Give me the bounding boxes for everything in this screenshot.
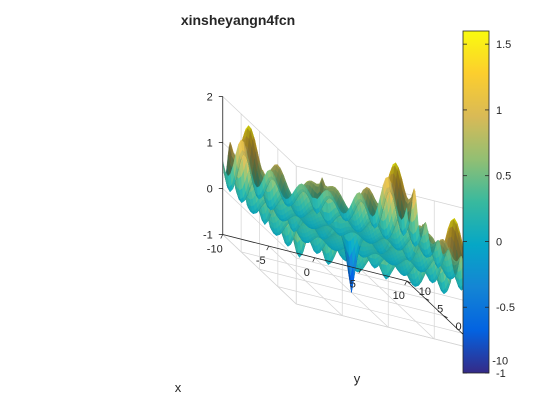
colorbar-tick-label: 1.5: [496, 39, 511, 51]
grid-line: [296, 257, 481, 305]
x-axis-label: x: [175, 380, 182, 395]
grid-line: [360, 269, 435, 340]
y-tick-label: 5: [437, 303, 443, 315]
x-tick-label: 5: [350, 278, 356, 290]
z-tick-label: 2: [207, 92, 213, 104]
y-axis-label: y: [354, 371, 361, 386]
colorbar-tick-label: -0.5: [496, 302, 515, 314]
colorbar-gradient: [462, 30, 490, 374]
y-tick-label: 10: [419, 286, 431, 298]
x-tick-label: -5: [256, 255, 266, 267]
x-tick-mark: [266, 245, 270, 251]
z-tick-label: 1: [207, 138, 213, 150]
grid-line: [222, 234, 297, 305]
grid-line: [222, 96, 297, 167]
grid-line: [296, 303, 481, 351]
z-tick-label: 0: [207, 184, 213, 196]
x-tick-mark: [312, 257, 316, 262]
chart-title: xinsheyangn4fcn: [181, 12, 295, 28]
surface-patch: [222, 161, 227, 183]
colorbar-tick-label: 1: [496, 105, 502, 117]
z-tick-label: -1: [203, 230, 213, 242]
colorbar-tick-label: 0.5: [496, 171, 511, 183]
x-tick-label: 0: [304, 267, 310, 279]
colorbar-tick-label: -1: [496, 368, 506, 380]
x-tick-label: 10: [393, 290, 405, 302]
surface-plot: [222, 125, 481, 302]
y-tick-label: 0: [456, 321, 462, 333]
colorbar: -1 -0.5 0 0.5 1 1.5: [462, 30, 515, 380]
grid-line: [222, 188, 297, 259]
y-tick-label: -10: [492, 356, 508, 368]
grid-line: [241, 251, 426, 299]
colorbar-tick-label: 0: [496, 236, 502, 248]
x-tick-mark: [220, 234, 224, 239]
x-tick-label: -10: [207, 244, 223, 256]
x-tick-mark: [404, 280, 408, 286]
